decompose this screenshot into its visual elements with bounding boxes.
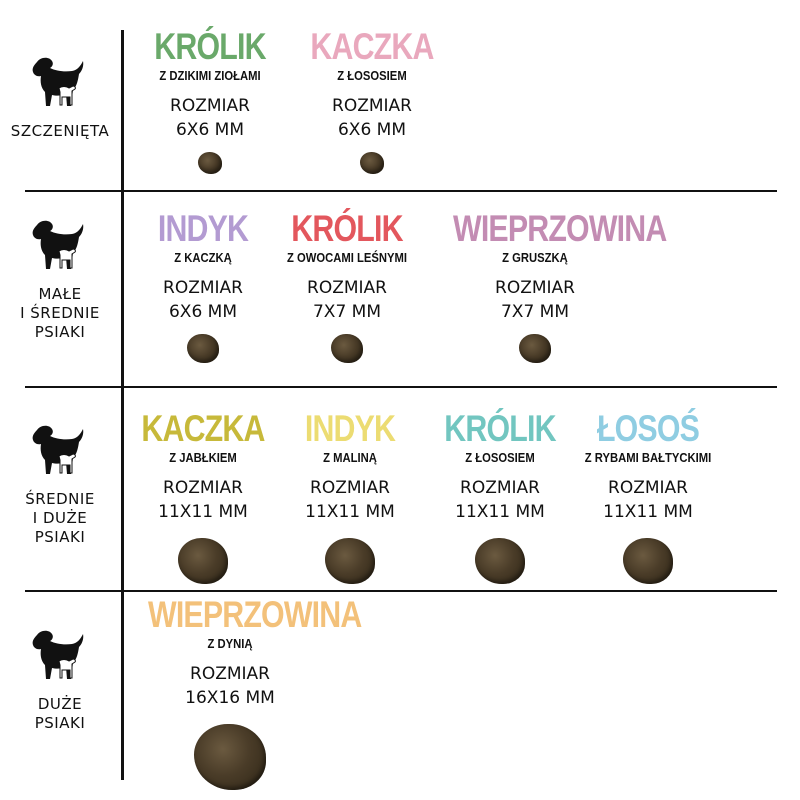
category-name: MAŁE I ŚREDNIE PSIAKI xyxy=(10,285,110,342)
size-label: ROZMIAR xyxy=(190,664,270,684)
dog-and-puppy-icon xyxy=(10,420,110,482)
product-flavor: KRÓLIK xyxy=(291,208,403,249)
dog-and-puppy-icon xyxy=(10,625,110,687)
size-value: 11X11 MM xyxy=(158,502,248,522)
product-item: INDYK Z KACZKĄ ROZMIAR 6X6 MM xyxy=(103,208,303,364)
product-subtitle: Z OWOCAMI LEŚNYMI xyxy=(286,251,407,265)
kibble-size: ROZMIAR 11X11 MM xyxy=(103,476,303,524)
product-subtitle: Z RYBAMI BAŁTYCKIMI xyxy=(584,451,712,465)
category-name-line: SZCZENIĘTA xyxy=(10,122,110,140)
category-label: ŚREDNIE I DUŻE PSIAKI xyxy=(10,420,110,547)
category-name-line: MAŁE xyxy=(38,285,82,303)
kibble-size: ROZMIAR 11X11 MM xyxy=(400,476,600,524)
category-label: SZCZENIĘTA xyxy=(10,52,110,141)
product-subtitle: Z JABŁKIEM xyxy=(169,451,237,465)
category-name-line: PSIAKI xyxy=(34,714,86,732)
kibble-image xyxy=(198,152,222,175)
row-divider xyxy=(25,190,777,192)
size-label: ROZMIAR xyxy=(163,278,243,298)
size-value: 6X6 MM xyxy=(168,302,238,322)
kibble-size: ROZMIAR 11X11 MM xyxy=(548,476,748,524)
size-value: 11X11 MM xyxy=(455,502,545,522)
product-flavor: KRÓLIK xyxy=(444,408,556,449)
category-name-line: DUŻE xyxy=(37,695,83,713)
size-label: ROZMIAR xyxy=(307,278,387,298)
kibble-image xyxy=(194,724,266,791)
category-name: DUŻE PSIAKI xyxy=(10,695,110,733)
kibble-image xyxy=(475,538,525,584)
product-subtitle: Z DZIKIMI ZIOŁAMI xyxy=(159,69,261,83)
size-value: 6X6 MM xyxy=(337,120,407,140)
size-label: ROZMIAR xyxy=(170,96,250,116)
product-flavor: ŁOSOŚ xyxy=(596,408,700,449)
category-name-line: I ŚREDNIE xyxy=(20,304,100,322)
product-flavor: KACZKA xyxy=(141,408,265,449)
kibble-size: ROZMIAR 11X11 MM xyxy=(250,476,450,524)
product-item: INDYK Z MALINĄ ROZMIAR 11X11 MM xyxy=(250,410,450,584)
kibble-size: ROZMIAR 16X16 MM xyxy=(130,662,330,710)
product-item: KRÓLIK Z ŁOSOSIEM ROZMIAR 11X11 MM xyxy=(400,410,600,584)
size-label: ROZMIAR xyxy=(310,478,390,498)
row-divider xyxy=(25,386,777,388)
product-item: WIEPRZOWINA Z GRUSZKĄ ROZMIAR 7X7 MM xyxy=(435,208,667,364)
category-name: ŚREDNIE I DUŻE PSIAKI xyxy=(10,490,110,547)
size-value: 11X11 MM xyxy=(603,502,693,522)
product-item: KRÓLIK Z OWOCAMI LEŚNYMI ROZMIAR 7X7 MM xyxy=(247,208,447,364)
size-label: ROZMIAR xyxy=(332,96,412,116)
category-name-line: I DUŻE xyxy=(32,509,88,527)
product-flavor: INDYK xyxy=(304,408,396,449)
column-divider xyxy=(121,30,124,780)
size-label: ROZMIAR xyxy=(608,478,688,498)
size-value: 16X16 MM xyxy=(185,688,275,708)
kibble-image xyxy=(331,334,363,364)
category-name-line: ŚREDNIE xyxy=(25,490,95,508)
kibble-size: ROZMIAR 7X7 MM xyxy=(247,276,447,324)
product-subtitle: Z GRUSZKĄ xyxy=(502,251,568,265)
kibble-image xyxy=(519,334,551,364)
product-item: KRÓLIK Z DZIKIMI ZIOŁAMI ROZMIAR 6X6 MM xyxy=(110,26,310,175)
dog-and-puppy-icon xyxy=(10,52,110,114)
product-subtitle: Z ŁOSOSIEM xyxy=(337,69,407,83)
size-value: 11X11 MM xyxy=(305,502,395,522)
category-name-line: PSIAKI xyxy=(34,323,86,341)
product-flavor: WIEPRZOWINA xyxy=(453,208,667,249)
product-flavor: KACZKA xyxy=(310,26,434,67)
product-item: KACZKA Z ŁOSOSIEM ROZMIAR 6X6 MM xyxy=(272,26,472,175)
product-flavor: WIEPRZOWINA xyxy=(148,594,362,635)
product-flavor: INDYK xyxy=(157,208,249,249)
size-value: 7X7 MM xyxy=(312,302,382,322)
product-item: WIEPRZOWINA Z DYNIĄ ROZMIAR 16X16 MM xyxy=(130,594,362,791)
row-divider xyxy=(25,590,777,592)
size-label: ROZMIAR xyxy=(460,478,540,498)
product-subtitle: Z KACZKĄ xyxy=(174,251,232,265)
category-label: MAŁE I ŚREDNIE PSIAKI xyxy=(10,215,110,342)
kibble-size: ROZMIAR 6X6 MM xyxy=(272,94,472,142)
product-subtitle: Z DYNIĄ xyxy=(207,637,253,651)
category-name-line: PSIAKI xyxy=(34,528,86,546)
kibble-image xyxy=(325,538,375,584)
kibble-size: ROZMIAR 6X6 MM xyxy=(110,94,310,142)
size-value: 7X7 MM xyxy=(500,302,570,322)
kibble-size: ROZMIAR 6X6 MM xyxy=(103,276,303,324)
size-label: ROZMIAR xyxy=(495,278,575,298)
product-subtitle: Z ŁOSOSIEM xyxy=(465,451,535,465)
kibble-size: ROZMIAR 7X7 MM xyxy=(435,276,635,324)
kibble-image xyxy=(623,538,673,584)
dog-and-puppy-icon xyxy=(10,215,110,277)
product-item: KACZKA Z JABŁKIEM ROZMIAR 11X11 MM xyxy=(103,410,303,584)
size-label: ROZMIAR xyxy=(163,478,243,498)
product-subtitle: Z MALINĄ xyxy=(323,451,377,465)
kibble-image xyxy=(187,334,219,364)
product-flavor: KRÓLIK xyxy=(154,26,266,67)
kibble-image xyxy=(178,538,228,584)
category-label: DUŻE PSIAKI xyxy=(10,625,110,733)
size-value: 6X6 MM xyxy=(175,120,245,140)
category-name: SZCZENIĘTA xyxy=(10,122,110,141)
kibble-image xyxy=(360,152,384,175)
product-item: ŁOSOŚ Z RYBAMI BAŁTYCKIMI ROZMIAR 11X11 MM xyxy=(548,410,748,584)
